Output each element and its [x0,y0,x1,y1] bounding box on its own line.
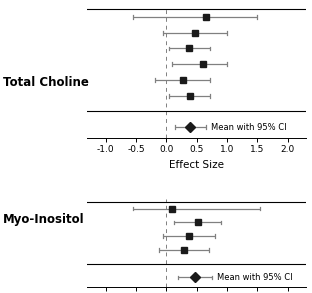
Text: Mean with 95% CI: Mean with 95% CI [217,273,293,282]
Text: Myo-Inositol: Myo-Inositol [3,213,85,226]
Text: Total Choline: Total Choline [3,76,89,88]
Text: Mean with 95% CI: Mean with 95% CI [211,123,286,132]
X-axis label: Effect Size: Effect Size [169,160,224,170]
